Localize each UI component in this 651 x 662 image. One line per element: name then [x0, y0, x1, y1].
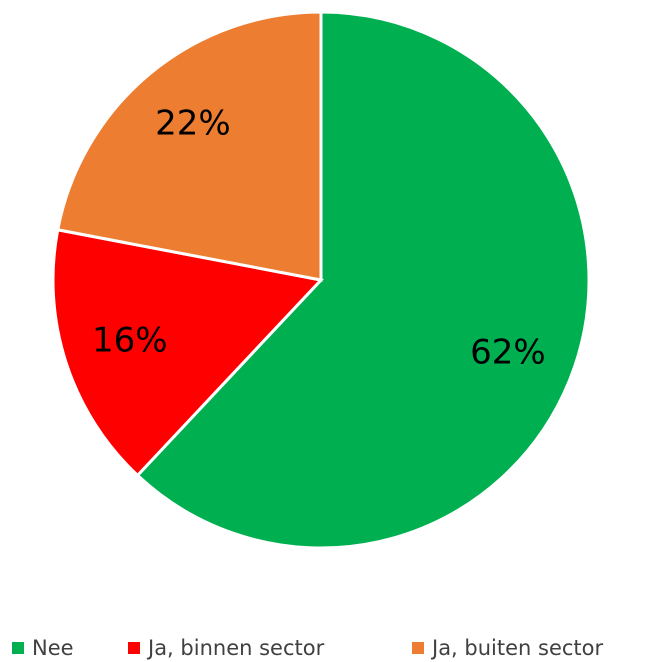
data-label: 16% — [92, 321, 168, 361]
legend-swatch — [412, 642, 424, 654]
data-label: 62% — [470, 332, 546, 372]
legend-label: Ja, binnen sector — [146, 636, 325, 660]
pie-slice — [55, 10, 323, 282]
legend-label: Ja, buiten sector — [430, 636, 604, 660]
pie-slice — [51, 228, 324, 478]
pie-slice — [135, 10, 591, 550]
legend-label: Nee — [32, 636, 74, 660]
legend-swatch — [128, 642, 140, 654]
legend-swatch — [12, 642, 24, 654]
data-label: 22% — [155, 104, 231, 144]
